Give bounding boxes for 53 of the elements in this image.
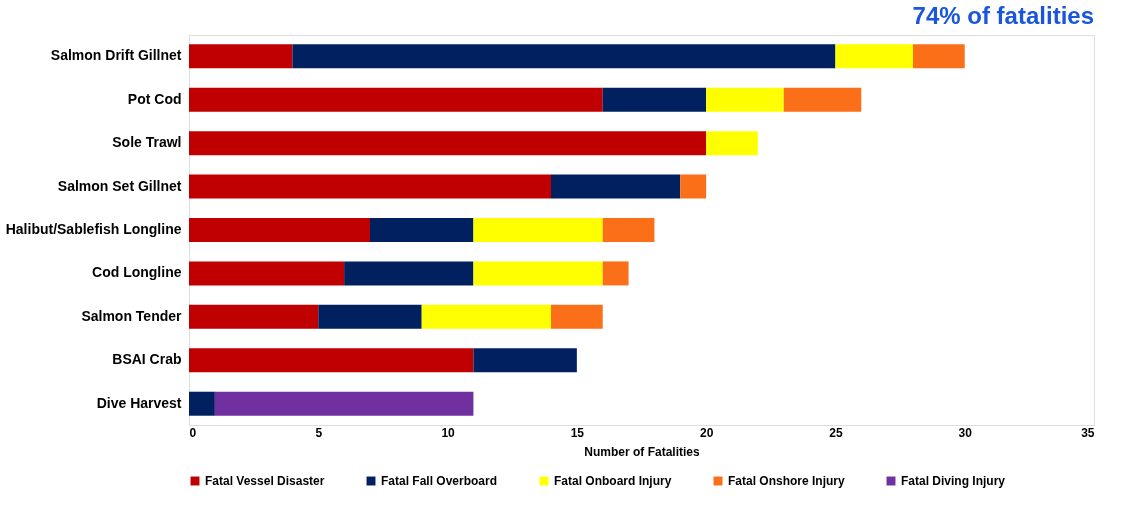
bar xyxy=(370,218,474,242)
bar xyxy=(473,348,577,373)
bar xyxy=(602,87,707,112)
x-tick-label: 35 xyxy=(1081,425,1095,440)
y-tick-label: BSAI Crab xyxy=(112,351,182,368)
x-tick-label: 30 xyxy=(958,425,973,440)
x-tick-label: 0 xyxy=(189,425,197,440)
bar xyxy=(318,304,422,329)
x-axis-title: Number of Fatalities xyxy=(584,444,700,459)
bar xyxy=(602,261,629,286)
y-tick-label: Dive Harvest xyxy=(96,394,182,411)
bar xyxy=(473,218,603,242)
bar xyxy=(421,304,551,329)
bar xyxy=(602,218,655,242)
bar xyxy=(680,174,707,199)
bar xyxy=(189,261,345,286)
x-tick-label: 10 xyxy=(441,425,456,440)
bar xyxy=(551,174,681,199)
x-tick-label: 25 xyxy=(829,425,843,440)
bar xyxy=(835,44,913,69)
bar xyxy=(913,44,965,69)
x-tick-label: 20 xyxy=(699,425,714,440)
y-tick-label: Salmon Set Gillnet xyxy=(57,177,182,194)
bar xyxy=(292,44,836,69)
legend-label: Fatal Onboard Injury xyxy=(554,474,672,488)
bar xyxy=(189,348,474,373)
legend-label: Fatal Onshore Injury xyxy=(728,474,846,488)
bar xyxy=(473,261,603,286)
y-tick-label: Pot Cod xyxy=(127,90,182,107)
chart-title: 74% of fatalities xyxy=(912,2,1094,29)
y-tick-label: Salmon Tender xyxy=(81,307,183,324)
y-tick-label: Halibut/Sablefish Longline xyxy=(5,221,182,237)
bar xyxy=(189,87,603,112)
x-tick-label: 15 xyxy=(570,425,585,440)
y-tick-label: Cod Longline xyxy=(92,264,182,281)
bar xyxy=(706,87,784,112)
x-tick-label: 5 xyxy=(315,425,323,440)
bar xyxy=(344,261,474,286)
bar xyxy=(189,391,215,416)
legend-label: Fatal Vessel Disaster xyxy=(205,474,325,488)
bar xyxy=(551,304,603,329)
bar xyxy=(706,131,758,156)
y-tick-label: Sole Trawl xyxy=(112,134,182,151)
legend-label: Fatal Diving Injury xyxy=(901,474,1006,488)
bar xyxy=(214,391,474,416)
bar xyxy=(189,304,319,329)
bar xyxy=(189,174,551,199)
y-tick-label: Salmon Drift Gillnet xyxy=(50,47,182,64)
bar xyxy=(783,87,862,112)
bar xyxy=(189,131,707,156)
bar xyxy=(189,44,293,69)
legend-label: Fatal Fall Overboard xyxy=(381,474,498,488)
bar xyxy=(189,218,370,242)
